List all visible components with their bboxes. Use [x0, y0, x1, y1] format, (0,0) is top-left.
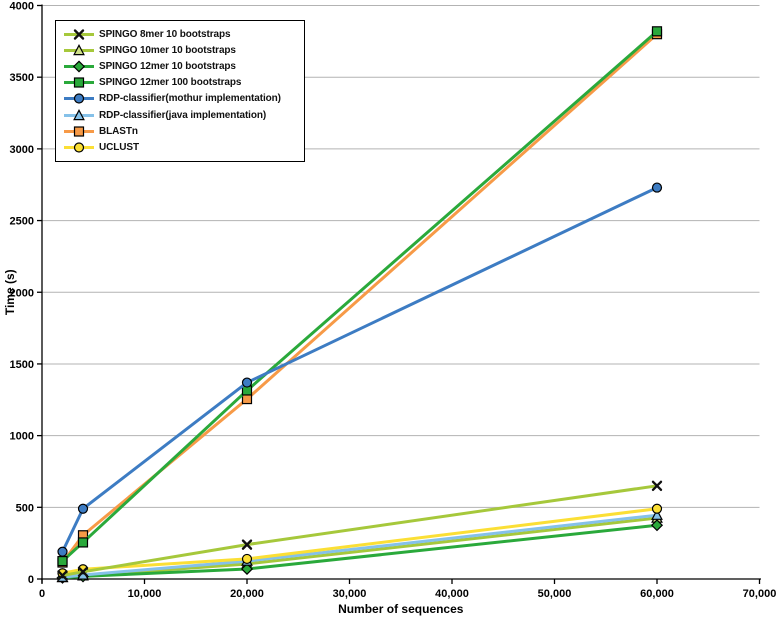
- data-point-square-marker: [73, 126, 85, 137]
- series-8: [57, 503, 663, 579]
- data-point-diamond-marker: [650, 519, 664, 532]
- legend-x-swatch-icon: [64, 28, 94, 40]
- series-5: [57, 182, 663, 557]
- x-tick-label: 0: [39, 588, 45, 600]
- data-point-circle-marker: [73, 142, 85, 153]
- legend-circle-swatch-icon: [64, 142, 94, 153]
- series-4: [57, 26, 663, 567]
- x-tick-label: 30,000: [333, 588, 367, 600]
- data-point-x-marker: [57, 570, 68, 581]
- x-tick-label: 60,000: [640, 588, 674, 600]
- legend-item: SPINGO 8mer 10 bootstraps: [63, 26, 300, 42]
- data-point-triangle-marker: [73, 43, 85, 55]
- data-point-square-marker: [77, 537, 89, 548]
- data-point-circle-marker: [651, 503, 663, 514]
- data-point-triangle-marker: [651, 508, 663, 520]
- data-point-square-marker: [241, 393, 253, 405]
- y-tick-label: 500: [16, 502, 34, 514]
- data-point-x-marker: [241, 539, 253, 550]
- y-tick-label: 2000: [10, 287, 34, 299]
- data-point-diamond-marker: [240, 562, 254, 576]
- legend-diamond-swatch-icon: [64, 60, 94, 73]
- x-tick-label: 50,000: [538, 588, 572, 600]
- legend-triangle-swatch-icon: [64, 108, 94, 120]
- legend-label: SPINGO 10mer 10 bootstraps: [99, 44, 236, 56]
- y-tick-label: 1000: [10, 431, 34, 443]
- legend-label: BLASTn: [99, 125, 138, 137]
- x-tick-label: 10,000: [128, 588, 162, 600]
- y-tick-label: 3000: [10, 144, 34, 156]
- x-tick-label: 40,000: [435, 588, 469, 600]
- data-point-triangle-marker: [73, 108, 85, 120]
- legend-label: UCLUST: [99, 141, 139, 153]
- legend-label: SPINGO 12mer 100 bootstraps: [99, 77, 242, 89]
- data-point-circle-marker: [651, 182, 663, 193]
- x-tick-label: 70,000: [743, 588, 777, 600]
- legend-square-swatch-icon: [64, 77, 94, 88]
- series-line: [61, 186, 659, 554]
- y-tick-label: 1500: [10, 359, 34, 371]
- series-line: [61, 513, 659, 579]
- data-point-circle-marker: [57, 546, 68, 557]
- y-tick-label: 3500: [10, 72, 34, 84]
- y-axis-title: Time (s): [3, 269, 17, 315]
- series-line: [61, 507, 659, 575]
- data-point-x-marker: [77, 566, 89, 578]
- data-point-square-marker: [73, 77, 85, 88]
- legend-item: SPINGO 12mer 10 bootstraps: [63, 58, 300, 74]
- data-point-square-marker: [57, 555, 68, 567]
- data-point-diamond-marker: [72, 60, 86, 73]
- x-tick-label: 20,000: [230, 588, 264, 600]
- series-line: [61, 484, 659, 577]
- data-point-circle-marker: [241, 553, 253, 565]
- legend-label: RDP-classifier(mothur implementation): [99, 93, 281, 105]
- legend-triangle-swatch-icon: [64, 43, 94, 55]
- y-tick-label: 2500: [10, 216, 34, 228]
- y-tick-label: 4000: [10, 1, 34, 13]
- chart-legend: SPINGO 8mer 10 bootstraps SPINGO 10mer 10…: [55, 20, 305, 162]
- legend-label: SPINGO 8mer 10 bootstraps: [99, 28, 231, 40]
- data-point-circle-marker: [241, 377, 253, 388]
- data-point-square-marker: [651, 26, 663, 37]
- legend-item: SPINGO 10mer 10 bootstraps: [63, 42, 300, 58]
- x-axis-title: Number of sequences: [338, 602, 464, 616]
- legend-label: RDP-classifier(java implementation): [99, 109, 267, 121]
- series-line: [61, 29, 659, 563]
- data-point-circle-marker: [73, 93, 85, 104]
- y-tick-label: 0: [28, 574, 34, 586]
- legend-item: BLASTn: [63, 123, 300, 139]
- data-point-circle-marker: [77, 503, 89, 514]
- legend-square-swatch-icon: [64, 126, 94, 137]
- legend-circle-swatch-icon: [64, 93, 94, 104]
- legend-item: RDP-classifier(mothur implementation): [63, 91, 300, 107]
- legend-item: RDP-classifier(java implementation): [63, 107, 300, 123]
- legend-label: SPINGO 12mer 10 bootstraps: [99, 60, 236, 72]
- series-1: [57, 480, 663, 581]
- legend-item: SPINGO 12mer 100 bootstraps: [63, 75, 300, 91]
- data-point-x-marker: [651, 480, 663, 492]
- data-point-x-marker: [73, 28, 85, 40]
- legend-item: UCLUST: [63, 139, 300, 155]
